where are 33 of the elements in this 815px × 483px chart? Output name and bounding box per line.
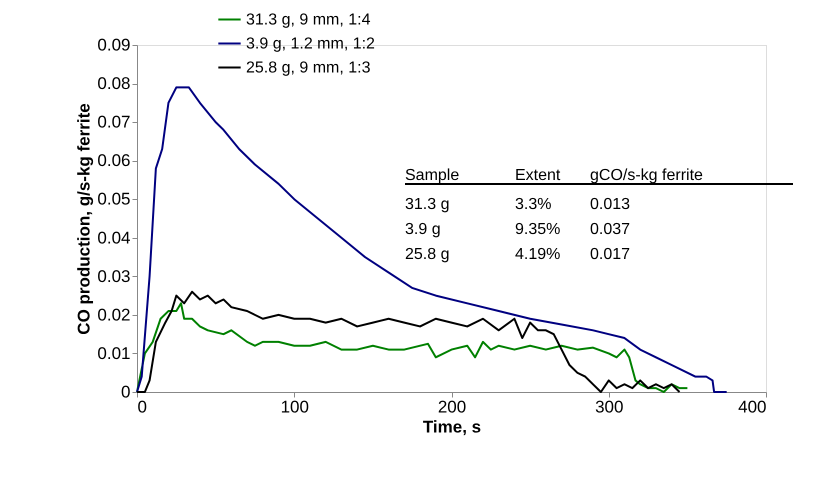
y-axis-title: CO production, g/s-kg ferrite bbox=[74, 103, 94, 335]
y-tick-label: 0.07 bbox=[97, 112, 130, 132]
x-tick-label: 200 bbox=[438, 398, 466, 416]
y-tick-label: 0 bbox=[121, 382, 130, 402]
annotation: 0.017 bbox=[590, 246, 630, 263]
y-tick-label: 0.08 bbox=[97, 74, 130, 94]
y-tick-label: 0.04 bbox=[97, 228, 130, 248]
line-series bbox=[136, 86, 728, 393]
x-tick-label: 300 bbox=[595, 398, 624, 416]
x-axis-title: Time, s bbox=[422, 418, 482, 436]
y-tick-label: 0.03 bbox=[97, 266, 130, 286]
annotation: 4.19% bbox=[515, 246, 560, 263]
y-tick-label: 0.09 bbox=[97, 36, 130, 54]
legend-label: 25.8 g, 9 mm, 1:3 bbox=[246, 60, 371, 76]
annotation: Extent bbox=[515, 167, 561, 184]
annotation: 9.35% bbox=[515, 221, 560, 238]
annotation: 25.8 g bbox=[405, 246, 450, 263]
y-tick-label: 0.02 bbox=[97, 305, 130, 324]
x-tick-label: 0 bbox=[138, 398, 147, 416]
legend-label: 3.9 g, 1.2 mm, 1:2 bbox=[246, 36, 376, 52]
annotation: gCO/s-kg ferrite bbox=[590, 167, 704, 184]
y-tick-label: 0.01 bbox=[97, 344, 130, 363]
y-tick-label: 0.06 bbox=[97, 151, 130, 170]
annotation: 3.9 g bbox=[405, 221, 441, 238]
annotation: 0.013 bbox=[590, 196, 630, 213]
legend-label: 31.3 g, 9 mm, 1:4 bbox=[246, 12, 371, 28]
annotation: 3.3% bbox=[515, 196, 552, 213]
x-tick-label: 100 bbox=[280, 398, 309, 416]
annotation: 31.3 g bbox=[405, 196, 450, 213]
x-tick-label: 400 bbox=[738, 398, 766, 416]
annotation: 0.037 bbox=[590, 221, 630, 238]
annotation: Sample bbox=[405, 167, 460, 184]
y-tick-label: 0.05 bbox=[97, 190, 130, 209]
